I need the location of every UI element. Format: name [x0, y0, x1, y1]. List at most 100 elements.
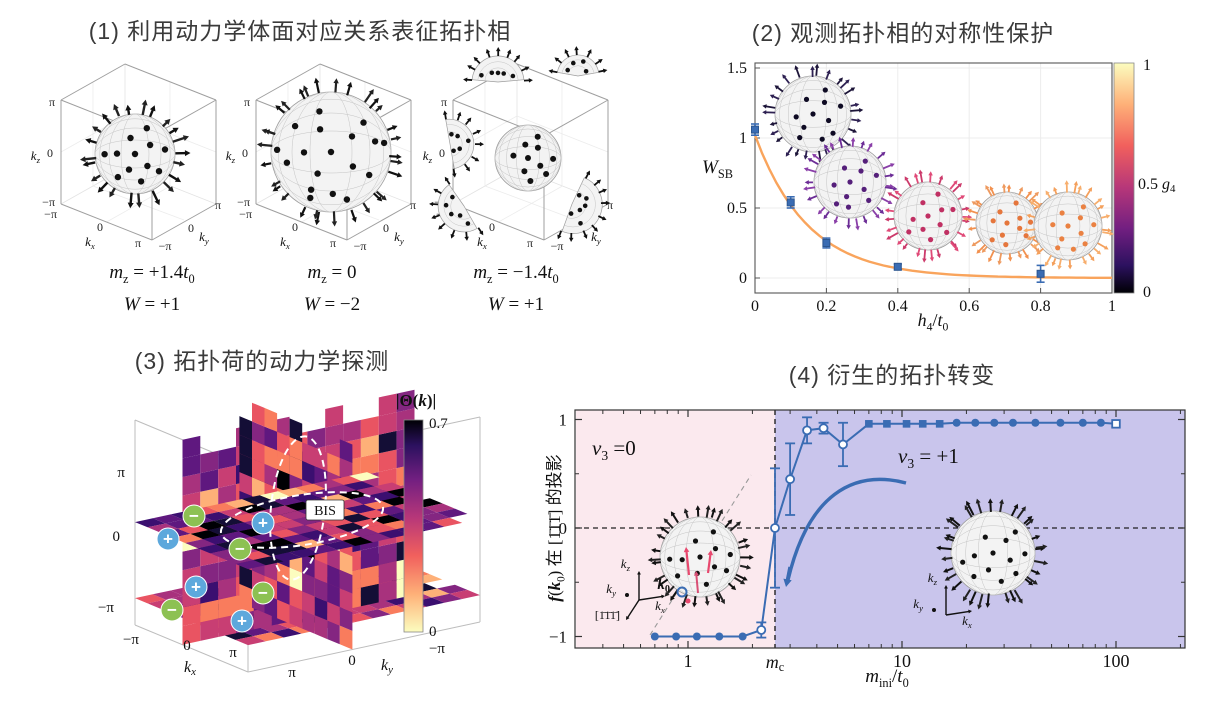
tick-label: π — [288, 665, 296, 681]
tick-label: 0 — [439, 146, 445, 160]
data-point-open — [838, 439, 848, 450]
panel4-region-label-nu1: ν3 = +1 — [898, 444, 959, 472]
kz-axis-label: kz — [226, 148, 236, 165]
ky-axis-label: ky — [394, 229, 404, 246]
panel1-title: (1) 利用动力学体面对应关系表征拓扑相 — [88, 18, 512, 44]
panel3-title: (3) 拓扑荷的动力学探测 — [134, 348, 390, 374]
k0-point-marker — [676, 586, 688, 598]
tick-label: −π — [354, 239, 367, 253]
tick-label: 1.5 — [727, 60, 747, 77]
mz-value: mz = 0 — [307, 262, 357, 286]
data-point — [1078, 418, 1087, 427]
g4-colorbar — [1113, 62, 1135, 294]
charge-sign: + — [258, 514, 268, 533]
charge-sign: + — [237, 612, 247, 631]
bis-label-box — [305, 499, 345, 521]
tick-label: 0.7 — [429, 416, 448, 432]
inset-sphere-g4-0 — [762, 63, 864, 165]
data-point-square — [918, 420, 927, 428]
ky-triad-label: ky — [913, 596, 923, 613]
tick-label: −π — [429, 641, 445, 657]
tick-label: 0 — [183, 638, 191, 654]
panel4-title: (4) 衍生的拓扑转变 — [788, 362, 996, 388]
direction-111-label: [1̄1̄1̄] — [595, 608, 620, 622]
data-point — [692, 632, 701, 641]
ky-axis-label: ky — [381, 657, 393, 676]
theta-colorbar — [403, 419, 424, 633]
data-series — [650, 416, 1121, 641]
hedgehog-sphere-w-2 — [256, 77, 403, 227]
data-point — [1056, 418, 1065, 427]
tick-label: 0 — [489, 220, 495, 234]
kz-axis-label: kz — [423, 148, 433, 165]
panel2-y-axis-label: WSB — [702, 157, 733, 181]
data-point — [738, 632, 747, 641]
ky-axis-label: ky — [199, 229, 209, 246]
tick-label: −π — [42, 195, 55, 209]
fermi-surface-cap — [429, 176, 484, 241]
data-point — [715, 632, 724, 641]
data-point — [786, 198, 795, 207]
tick-label: 0.4 — [888, 298, 908, 315]
data-point-square — [883, 420, 891, 428]
kx-axis-label: kx — [85, 234, 95, 251]
kz-triad-label: kz — [928, 570, 938, 587]
charge-sign: + — [191, 578, 201, 597]
tick-label: π — [330, 236, 336, 250]
kz-triad-label: kz — [621, 556, 631, 573]
panel2-x-axis-label: h4/t0 — [917, 310, 949, 334]
tick-label: π — [117, 465, 125, 481]
tick-label: −1 — [549, 628, 567, 647]
data-point — [1096, 418, 1105, 427]
transition-arrow — [783, 477, 907, 587]
tick-label: π — [135, 236, 141, 250]
winding-value: W = −2 — [303, 293, 361, 315]
kx-axis-label: kx — [280, 234, 290, 251]
charge-marker-minus: − — [160, 598, 184, 622]
kz-axis-label: kz — [31, 148, 41, 165]
data-point — [751, 125, 759, 134]
data-point-square — [865, 420, 873, 428]
panel4-region-label-nu0: ν3 =0 — [592, 436, 636, 464]
tick-label: 0 — [383, 221, 389, 235]
charge-marker-minus: − — [228, 537, 252, 561]
charge-marker-minus: − — [251, 581, 275, 605]
tick-label: −π — [237, 195, 250, 209]
tick-label: −π — [159, 239, 172, 253]
panel4-y-axis-label: f(k0) 在 [1̄1̄1̄] 的投影 — [545, 454, 568, 602]
mc-tick-label: mc — [766, 652, 785, 674]
panel2-title: (2) 观测拓扑相的对称性保护 — [751, 20, 1055, 46]
tick-label: 100 — [1103, 651, 1130, 671]
tick-label: 0.8 — [1031, 298, 1051, 315]
tick-label: 0 — [292, 220, 298, 234]
fermi-surface-cap — [548, 46, 608, 77]
tick-label: 0.2 — [816, 298, 836, 315]
tick-label: 1 — [684, 651, 693, 671]
subplot3-caption: mz = −1.4t0 W = +1 — [426, 260, 606, 317]
kx-triad-label: kx — [655, 598, 665, 615]
data-point — [822, 239, 831, 247]
tick-label: 0 — [1143, 284, 1151, 301]
data-point — [650, 632, 659, 641]
tick-label: π — [607, 198, 613, 212]
mz-value: mz = +1.4t0 — [109, 262, 195, 286]
tick-label: 0 — [97, 220, 103, 234]
tick-label: −π — [44, 207, 57, 221]
hedgehog-sphere-w1 — [80, 99, 191, 209]
tick-label: 0 — [113, 529, 121, 545]
tick-label: π — [441, 95, 447, 109]
tick-label: π — [49, 95, 55, 109]
tick-label: 0.6 — [959, 298, 979, 315]
data-point — [1008, 418, 1017, 427]
charge-sign: − — [235, 540, 245, 559]
tick-label: 0 — [751, 298, 759, 315]
fermi-surface-cap — [463, 47, 533, 83]
data-point-open — [818, 423, 829, 434]
subplot2-caption: mz = 0 W = −2 — [242, 260, 422, 317]
charge-sign: − — [167, 601, 177, 620]
data-point — [990, 418, 999, 427]
winding-value: W = +1 — [487, 293, 545, 315]
panel4-x-axis-label: mini/t0 — [865, 666, 909, 690]
